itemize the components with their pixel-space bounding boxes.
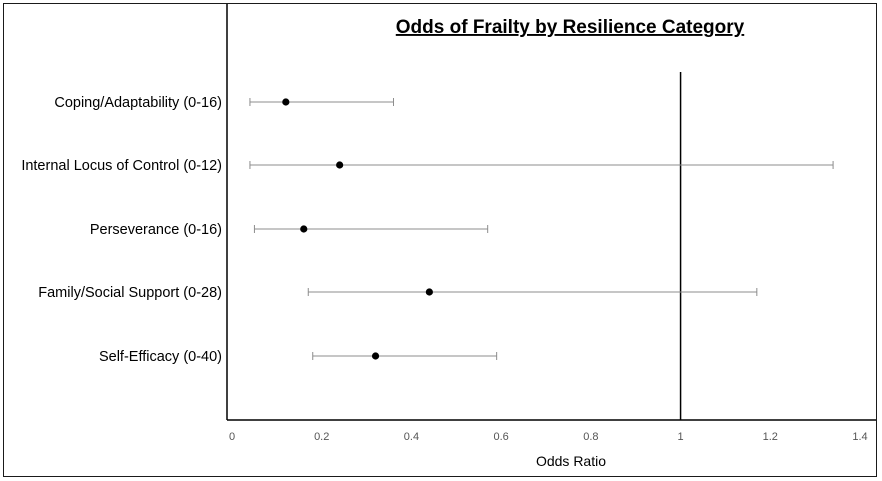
- ci-errorbar: [249, 98, 394, 106]
- estimate-point: [300, 225, 308, 233]
- x-tick-label: 1.4: [852, 431, 867, 443]
- category-label: Coping/Adaptability (0-16): [54, 95, 222, 111]
- x-tick-label: 1.2: [763, 431, 778, 443]
- estimate-point: [282, 98, 290, 106]
- x-tick-label: 0: [229, 431, 235, 443]
- estimate-point: [371, 352, 380, 360]
- category-label: Perseverance (0-16): [90, 222, 222, 238]
- x-tick-label: 0.6: [493, 431, 508, 443]
- chart-title: Odds of Frailty by Resilience Category: [396, 17, 745, 38]
- category-label: Self-Efficacy (0-40): [99, 349, 222, 365]
- ci-errorbar: [249, 161, 834, 169]
- ci-errorbar: [312, 352, 498, 360]
- ci-errorbar: [307, 288, 758, 296]
- estimate-point: [336, 161, 344, 169]
- chart-frame: [3, 3, 877, 477]
- x-tick-label: 1: [678, 431, 684, 443]
- x-tick-label: 0.4: [404, 431, 419, 443]
- x-tick-label: 0.2: [314, 431, 329, 443]
- x-tick-label: 0.8: [583, 431, 598, 443]
- x-axis-title: Odds Ratio: [536, 453, 606, 469]
- estimate-point: [425, 288, 433, 296]
- ci-errorbar: [253, 225, 489, 233]
- category-label: Internal Locus of Control (0-12): [21, 158, 222, 174]
- category-label: Family/Social Support (0-28): [38, 285, 222, 301]
